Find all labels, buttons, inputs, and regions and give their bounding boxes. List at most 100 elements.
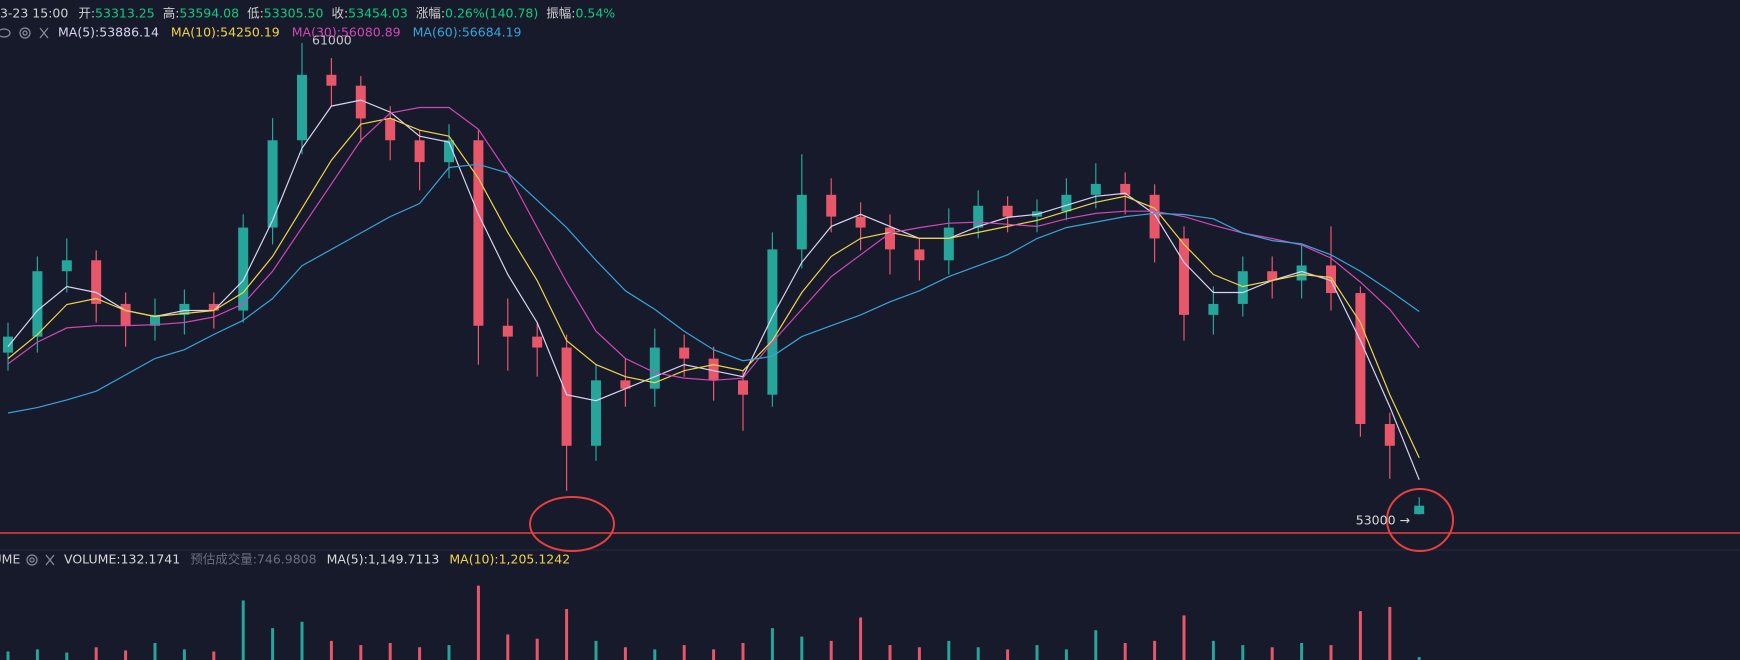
volume-bar — [829, 640, 833, 660]
volume-bar — [712, 649, 716, 660]
volume-bar — [594, 640, 598, 660]
level-label: 53000 → — [1356, 512, 1410, 527]
volume-bar — [1182, 615, 1186, 660]
candle-body — [738, 380, 748, 395]
candle-body — [1384, 423, 1395, 446]
legend-entry: MA(60):56684.19 — [413, 25, 522, 40]
volume-bar — [124, 650, 128, 660]
close-icon[interactable] — [39, 27, 49, 39]
candle-body — [3, 336, 13, 353]
candle-body — [1179, 238, 1189, 315]
candle-body — [1237, 271, 1248, 304]
candle-body — [297, 74, 307, 141]
volume-legend: MA(5):1,149.7113 — [327, 552, 440, 567]
volume-bar — [1388, 606, 1392, 660]
volume-bar — [447, 645, 451, 660]
volume-bar — [153, 643, 157, 660]
candle-body — [561, 347, 572, 446]
info-label: 高: — [163, 6, 180, 21]
candle-body — [1326, 265, 1336, 294]
volume-bar — [800, 636, 804, 660]
candle-body — [385, 118, 396, 141]
candle-body — [32, 271, 43, 337]
candle-body — [267, 140, 278, 228]
ma-line — [7, 99, 1420, 480]
volume-title: VOLUME — [0, 552, 20, 567]
volume-legend: VOLUME:132.1741 — [64, 552, 180, 567]
candle-body — [885, 227, 895, 250]
ma-line — [7, 106, 1420, 381]
volume-bar — [859, 617, 863, 660]
volume-bar — [65, 652, 69, 660]
candle-body — [679, 347, 690, 359]
candle-body — [444, 140, 454, 163]
legend-icons — [0, 27, 49, 39]
info-label: 低: — [247, 6, 264, 21]
candle-body — [473, 140, 484, 326]
candle-body — [1090, 183, 1101, 195]
volume-bar — [741, 643, 745, 660]
volume-bar — [1035, 645, 1039, 660]
volume-bar — [917, 647, 921, 660]
legend-entry: MA(30):56080.89 — [292, 25, 401, 40]
ma-line — [7, 163, 1420, 414]
candle-body — [238, 227, 249, 311]
candle-body — [355, 85, 366, 119]
volume-bar — [1211, 640, 1215, 660]
volume-bar — [976, 647, 980, 660]
candle-body — [591, 380, 601, 446]
volume-bar — [388, 643, 392, 660]
volume-legend: MA(10):1,205.1242 — [449, 552, 570, 567]
volume-bar — [1064, 649, 1068, 660]
candle-body — [855, 216, 866, 228]
volume-bar — [1241, 645, 1245, 660]
candle-body — [414, 140, 425, 163]
highlight-circle — [529, 496, 615, 552]
info-label: 振幅: — [546, 6, 575, 21]
volume-bar — [947, 640, 951, 660]
volume-bar — [623, 647, 627, 660]
candle-body — [91, 260, 102, 304]
info-value: 53454.03 — [348, 6, 408, 21]
eye-icon[interactable] — [0, 28, 11, 38]
candle-body — [973, 205, 984, 228]
candle-body — [708, 358, 719, 381]
volume-bar — [1300, 643, 1304, 660]
candle-body — [120, 303, 131, 326]
time-label: 03-23 15:00 — [0, 6, 68, 21]
candle-body — [1120, 183, 1131, 195]
volume-bar — [476, 585, 480, 660]
volume-bar — [888, 645, 892, 660]
info-value: 53594.08 — [179, 6, 239, 21]
volume-bar — [1270, 647, 1274, 660]
volume-bar — [506, 634, 510, 660]
candle-body — [1149, 194, 1160, 239]
candle-body — [326, 74, 337, 86]
volume-bar — [535, 638, 539, 660]
volume-bar — [359, 645, 363, 660]
candle-body — [826, 194, 837, 217]
candle-body — [61, 260, 72, 272]
candle-body — [1061, 194, 1072, 212]
volume-bar — [329, 640, 333, 660]
info-value: 0.54% — [575, 6, 615, 21]
candle-body — [208, 303, 219, 311]
candle-body — [532, 336, 543, 348]
settings-icon[interactable] — [26, 554, 38, 566]
info-value: 53313.25 — [95, 6, 155, 21]
volume-bar — [1153, 640, 1157, 660]
candle-body — [1002, 205, 1013, 217]
info-value: 0.26%(140.78) — [445, 6, 538, 21]
candle-body — [649, 347, 660, 389]
candle-body — [502, 325, 513, 337]
candle-body — [943, 227, 954, 261]
info-label: 涨幅: — [416, 6, 445, 21]
settings-icon[interactable] — [19, 27, 31, 39]
close-icon[interactable] — [45, 554, 55, 566]
info-label: 收: — [331, 6, 348, 21]
volume-bar — [1329, 645, 1333, 660]
volume-bar — [94, 647, 98, 660]
volume-bar — [300, 621, 304, 660]
volume-bar — [1417, 657, 1421, 660]
volume-legend: 预估成交量:746.9808 — [190, 552, 316, 567]
